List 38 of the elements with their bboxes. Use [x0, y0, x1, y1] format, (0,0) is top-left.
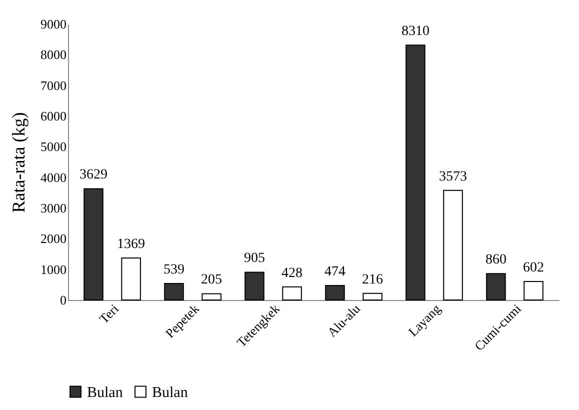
x-tick-label: Teri: [96, 300, 122, 326]
bar: [362, 292, 382, 300]
y-tick-label: 1000: [40, 262, 66, 277]
data-label: 3573: [439, 169, 468, 184]
bar: [486, 273, 506, 300]
data-label: 3629: [79, 168, 108, 183]
bar: [84, 188, 104, 300]
bar: [164, 282, 184, 300]
legend-label: Bulan: [87, 384, 124, 401]
bar: [524, 281, 544, 300]
data-label: 205: [201, 272, 222, 288]
bar: [443, 190, 463, 300]
y-tick-label: 2000: [40, 231, 66, 246]
bar: [406, 44, 426, 300]
data-label: 474: [324, 264, 346, 280]
bar: [325, 284, 345, 300]
legend-label: Bulan: [152, 384, 188, 401]
data-label: 602: [523, 260, 544, 276]
bar: [121, 258, 141, 300]
y-tick-label: 4000: [40, 170, 66, 185]
y-tick-label: 9000: [40, 16, 66, 32]
data-label: 539: [163, 262, 184, 278]
y-tick-label: 8000: [40, 47, 66, 62]
y-tick-label: 7000: [40, 78, 66, 93]
y-tick-label: 6000: [40, 108, 66, 124]
y-tick-label: 5000: [40, 139, 66, 154]
bar: [282, 286, 302, 300]
data-label: 428: [282, 266, 303, 281]
y-tick-label: 3000: [40, 200, 66, 216]
data-label: 905: [244, 251, 265, 266]
data-label: 216: [362, 272, 384, 288]
y-axis-title: Rata-rata (kg): [8, 112, 28, 213]
y-tick-label: 0: [60, 292, 66, 308]
bar: [244, 272, 264, 300]
data-label: 1369: [117, 237, 146, 252]
bar: [202, 293, 222, 300]
data-label: 8310: [401, 24, 430, 40]
data-label: 860: [485, 252, 506, 268]
